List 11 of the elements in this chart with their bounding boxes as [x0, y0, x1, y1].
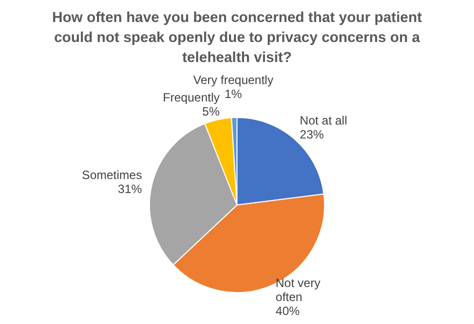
chart-title: How often have you been concerned that your patient could not speak openly due to privacy concerns on a telehealth visit?	[51, 9, 423, 68]
slice-label: Frequently	[162, 90, 220, 104]
slice-label: Not very often	[276, 276, 320, 304]
slice-label: Very frequently	[193, 72, 274, 87]
data-label: 40%	[276, 304, 300, 318]
slice-label: Not at all	[300, 113, 348, 128]
data-label: 23%	[300, 127, 324, 142]
data-label: 31%	[118, 182, 142, 196]
data-label: 5%	[202, 104, 220, 118]
slice-label: Sometimes	[82, 168, 142, 182]
data-label: 1%	[224, 86, 242, 101]
